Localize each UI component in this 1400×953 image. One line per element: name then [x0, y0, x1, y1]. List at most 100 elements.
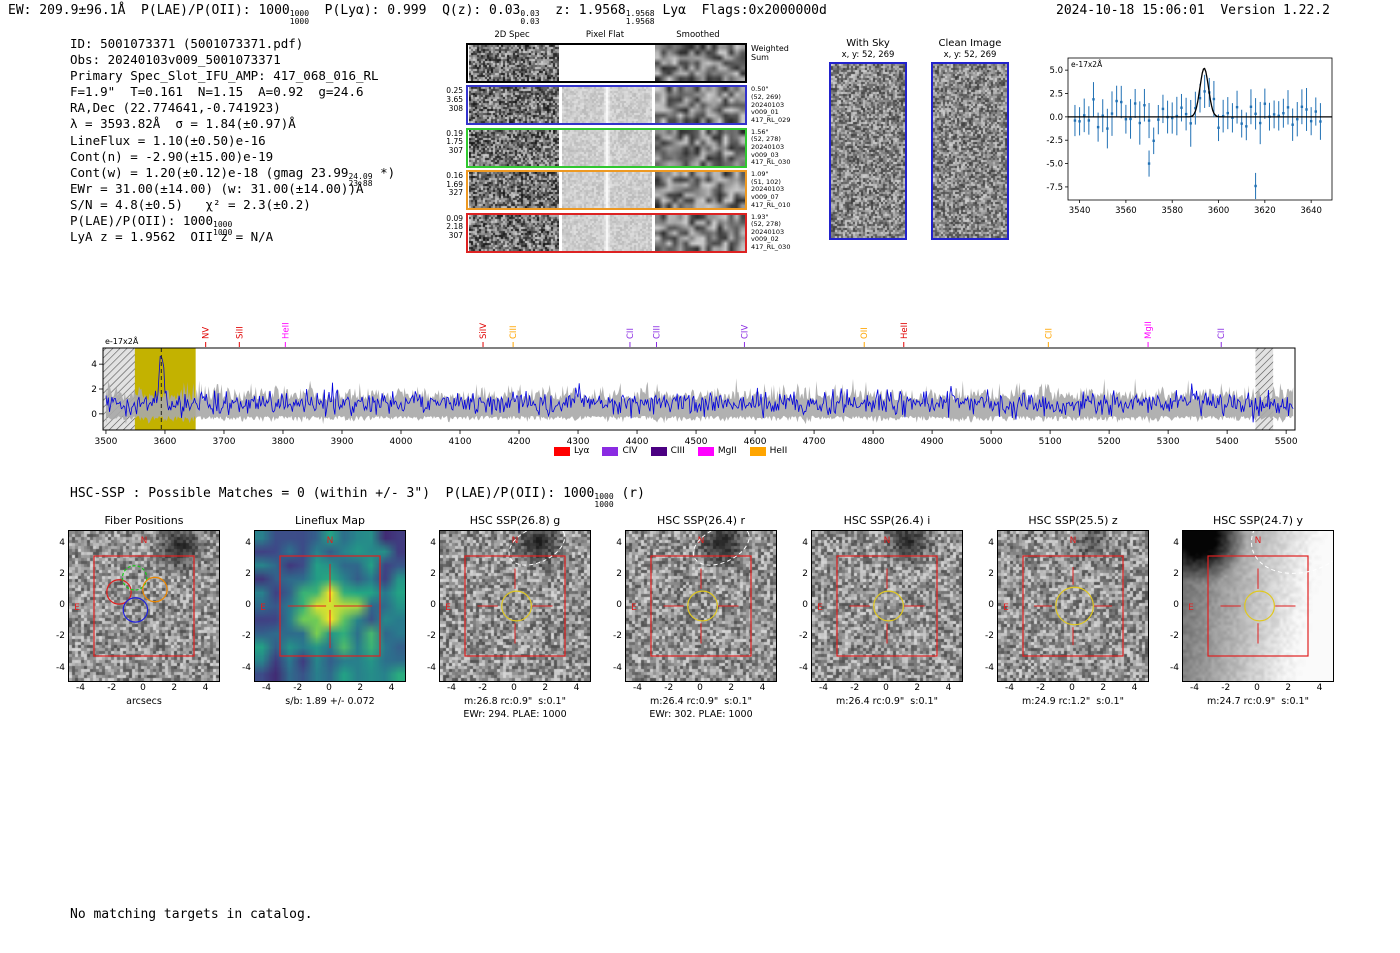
y-tick-label: -4: [242, 662, 251, 673]
info-line: Primary Spec_Slot_IFU_AMP: 417_068_016_R…: [70, 68, 395, 84]
right-label: v009_01: [751, 108, 779, 117]
data-point: [1235, 105, 1239, 109]
sky-panel-frame: [931, 62, 1009, 240]
data-point: [1143, 104, 1146, 107]
cutout-panel: HSC SSP(26.8) g N E -4 -4 -2 -2 0 0 2 2 4 4 m:26.8 rc…: [423, 512, 608, 727]
cutout-panel: HSC SSP(24.7) y N E -4 -4 -2 -2 0 0 2 2 4 4 m:24.7 rc…: [1166, 512, 1351, 727]
cutout-panel: HSC SSP(26.4) r N E -4 -4 -2 -2 0 0 2 2 4 4 m:26.4 rc…: [609, 512, 794, 727]
data-point: [1217, 126, 1220, 129]
data-point: [1314, 110, 1317, 113]
tick-label: 4400: [626, 437, 649, 447]
compass-east-label: E: [260, 603, 266, 613]
y-tick-label: 2: [1173, 568, 1179, 579]
tick-label: 4800: [862, 437, 885, 447]
text-segment: EWr = 31.00(±14.00) (w: 31.00(±14.00))Å: [70, 180, 364, 196]
x-tick-label: 2: [914, 683, 921, 693]
info-line: LyA z = 1.9562 OII z = N/A: [70, 229, 395, 245]
x-tick-label: 4: [388, 683, 395, 693]
smoothed-image: [655, 214, 745, 251]
text-segment: RA,Dec (22.774641,-0.741923): [70, 100, 281, 116]
cutout-title: HSC SSP(25.5) z: [1028, 514, 1118, 527]
info-line: EWr = 31.00(±14.00) (w: 31.00(±14.00))Å: [70, 181, 395, 197]
data-point: [1203, 90, 1206, 93]
tick-label: -5.0: [1046, 160, 1063, 170]
x-tick-label: 4: [1316, 683, 1323, 693]
compass-north-label: N: [1070, 536, 1077, 546]
compass-east-label: E: [631, 603, 637, 613]
data-point: [1282, 112, 1285, 115]
extraction-box: [1207, 555, 1309, 657]
tick-label: 0: [91, 410, 97, 420]
emission-marker-label: MgII: [1144, 321, 1154, 339]
tick-label: 3700: [213, 437, 236, 447]
data-point: [1120, 100, 1123, 104]
text-segment: Lyα Flags:0x2000000d: [654, 3, 827, 18]
fraction-part: 0.03: [520, 9, 540, 18]
y-tick-label: 2: [616, 568, 622, 579]
y-tick-label: -2: [1170, 631, 1179, 642]
smoothed-image: [655, 45, 745, 81]
smoothed-image: [655, 87, 745, 124]
tick-label: 3900: [331, 437, 354, 447]
x-tick-label: -2: [293, 683, 303, 693]
y-tick-label: 4: [802, 537, 808, 548]
y-tick-label: 2: [802, 568, 808, 579]
x-tick-label: -4: [1005, 683, 1014, 693]
data-point: [1078, 120, 1081, 123]
y-tick-label: -4: [985, 662, 994, 673]
weighted-sum-line: Weighted: [751, 44, 789, 53]
y-tick-label: 4: [430, 537, 436, 548]
tick-label: 3580: [1161, 206, 1183, 216]
cutout-caption: s/b: 1.89 +/- 0.072: [285, 696, 375, 707]
left-label: 307: [448, 230, 463, 240]
info-line: Cont(w) = 1.20(±0.12)e-18 (gmag 23.99 24.…: [70, 165, 395, 188]
spec2d-image: [469, 214, 559, 251]
tick-label: 4900: [921, 437, 944, 447]
spec2d-image: [469, 129, 559, 166]
data-point: [1272, 113, 1276, 116]
tick-label: 4: [91, 360, 97, 370]
header-timestamp: 2024-10-18 15:06:01 Version 1.22.2: [1056, 3, 1330, 18]
tick-label: 3500: [94, 437, 117, 447]
y-tick-label: -4: [613, 662, 622, 673]
data-point: [1194, 106, 1197, 110]
fraction-stack: 1000 1000: [213, 221, 232, 236]
text-segment: Primary Spec_Slot_IFU_AMP: 417_068_016_R…: [70, 68, 379, 84]
spectrum-line: [105, 355, 1294, 423]
info-line: Obs: 20240103v009_5001073371: [70, 52, 395, 68]
compass-north-label: N: [141, 536, 148, 546]
compass-east-label: E: [1003, 603, 1009, 613]
data-point: [1092, 98, 1095, 101]
spec2d-row: [466, 170, 747, 211]
text-segment: (r): [613, 486, 645, 501]
emission-marker-label: SiII: [235, 326, 245, 339]
emission-marker-label: HeII: [900, 322, 910, 339]
data-point: [1138, 121, 1141, 125]
tick-label: 5300: [1157, 437, 1180, 447]
aperture-circle: [1055, 586, 1094, 626]
weighted-sum-label: Weighted Sum: [751, 44, 789, 62]
data-point: [1231, 116, 1234, 120]
cutout-caption: EWr: 294. PLAE: 1000: [463, 709, 567, 720]
aperture-circle: [1244, 590, 1276, 622]
x-tick-label: -2: [1221, 683, 1231, 693]
cutout-caption: m:24.7 rc:0.9" s:0.1": [1207, 696, 1309, 707]
fraction-part: 0.03: [520, 16, 540, 26]
x-tick-label: -4: [447, 683, 456, 693]
x-tick-label: -4: [262, 683, 271, 693]
left-label: 2.18: [446, 222, 463, 232]
x-tick-label: -2: [664, 683, 674, 693]
x-tick-label: 0: [697, 683, 703, 693]
x-tick-label: -4: [1190, 683, 1199, 693]
cutout-caption: m:26.8 rc:0.9" s:0.1": [464, 696, 566, 707]
x-tick-label: -4: [633, 683, 642, 693]
spec2d-col-header: Pixel Flat: [585, 30, 625, 40]
compass-north-label: N: [884, 536, 891, 546]
info-line: LineFlux = 1.10(±0.50)e-16: [70, 133, 395, 149]
data-point: [1319, 120, 1322, 123]
compass-north-label: N: [698, 536, 705, 546]
y-tick-label: 4: [616, 537, 622, 548]
weighted-sum-line: Sum: [751, 53, 769, 62]
